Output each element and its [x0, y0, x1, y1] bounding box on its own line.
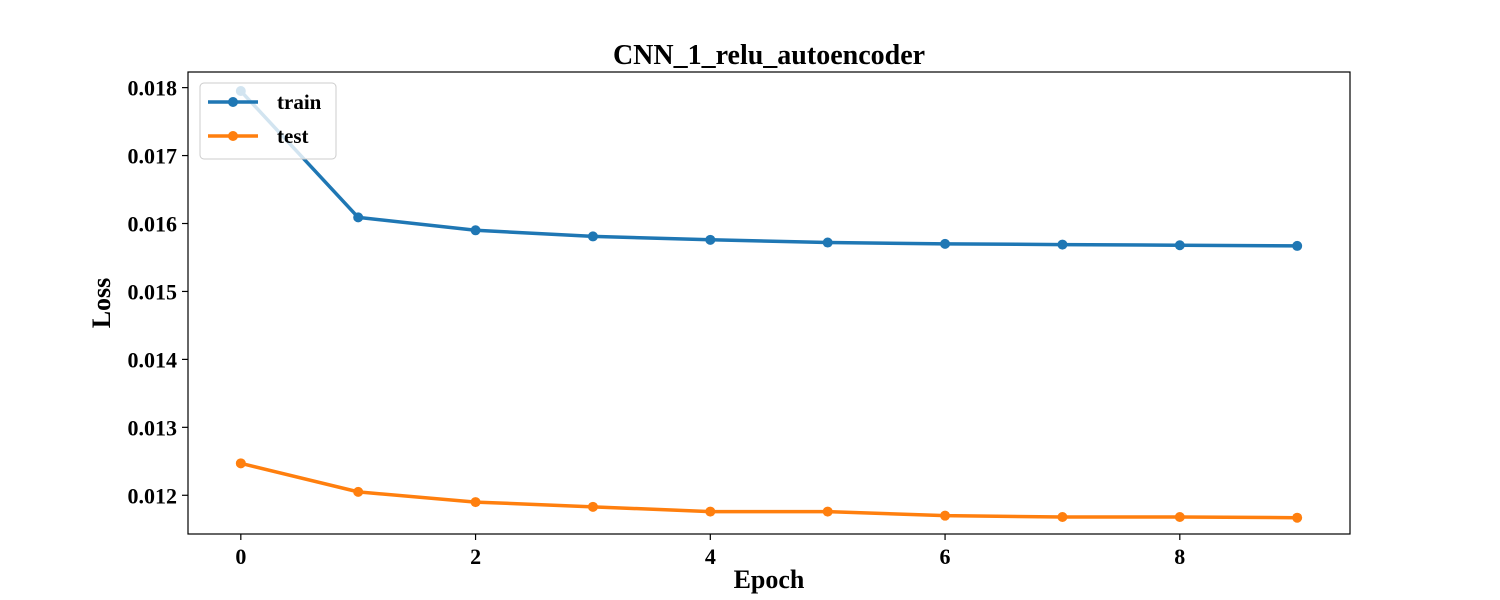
data-point-test	[353, 486, 364, 497]
y-tick-label: 0.013	[128, 415, 178, 440]
series-line-test	[239, 461, 1299, 520]
data-point-test	[1292, 512, 1303, 523]
plot-frame	[187, 71, 1351, 535]
x-tick-label: 4	[705, 544, 716, 569]
data-point-train	[822, 237, 833, 248]
y-axis-label: Loss	[87, 278, 116, 329]
data-point-train	[1057, 239, 1068, 250]
series-layer	[235, 86, 1303, 523]
data-point-test	[940, 510, 951, 521]
x-tick-label: 8	[1174, 544, 1185, 569]
data-point-train	[470, 225, 481, 236]
series-line-train	[239, 89, 1299, 248]
data-point-train	[705, 234, 716, 245]
data-point-test	[822, 506, 833, 517]
data-point-train	[940, 238, 951, 249]
y-tick-label: 0.017	[128, 144, 178, 169]
legend-label-test: test	[277, 124, 308, 148]
data-point-train	[1174, 240, 1185, 251]
chart-title: CNN_1_relu_autoencoder	[613, 40, 925, 71]
x-tick-label: 0	[235, 544, 246, 569]
x-axis-label: Epoch	[734, 565, 805, 594]
ticks-layer: 0 2 4 6 8 0.012 0.013 0.014 0.015 0.016 0.017 0.018	[128, 76, 1186, 569]
data-point-test	[587, 501, 598, 512]
legend-marker-train	[228, 97, 238, 107]
x-tick-label: 2	[470, 544, 481, 569]
legend-entries: train test	[208, 90, 322, 148]
x-tick-label: 6	[940, 544, 951, 569]
y-tick-label: 0.012	[128, 483, 178, 508]
data-point-test	[705, 506, 716, 517]
legend-label-train: train	[277, 90, 322, 114]
data-point-test	[235, 458, 246, 469]
y-tick-label: 0.018	[128, 76, 178, 101]
data-point-train	[353, 212, 364, 223]
legend: train test	[199, 82, 337, 160]
legend-marker-test	[228, 131, 238, 141]
data-point-test	[470, 497, 481, 508]
data-point-train	[1292, 240, 1303, 251]
data-point-train	[587, 231, 598, 242]
data-point-test	[1057, 512, 1068, 523]
y-tick-label: 0.015	[128, 279, 178, 304]
data-point-test	[1174, 512, 1185, 523]
y-tick-label: 0.016	[128, 212, 178, 237]
y-tick-label: 0.014	[128, 347, 178, 372]
